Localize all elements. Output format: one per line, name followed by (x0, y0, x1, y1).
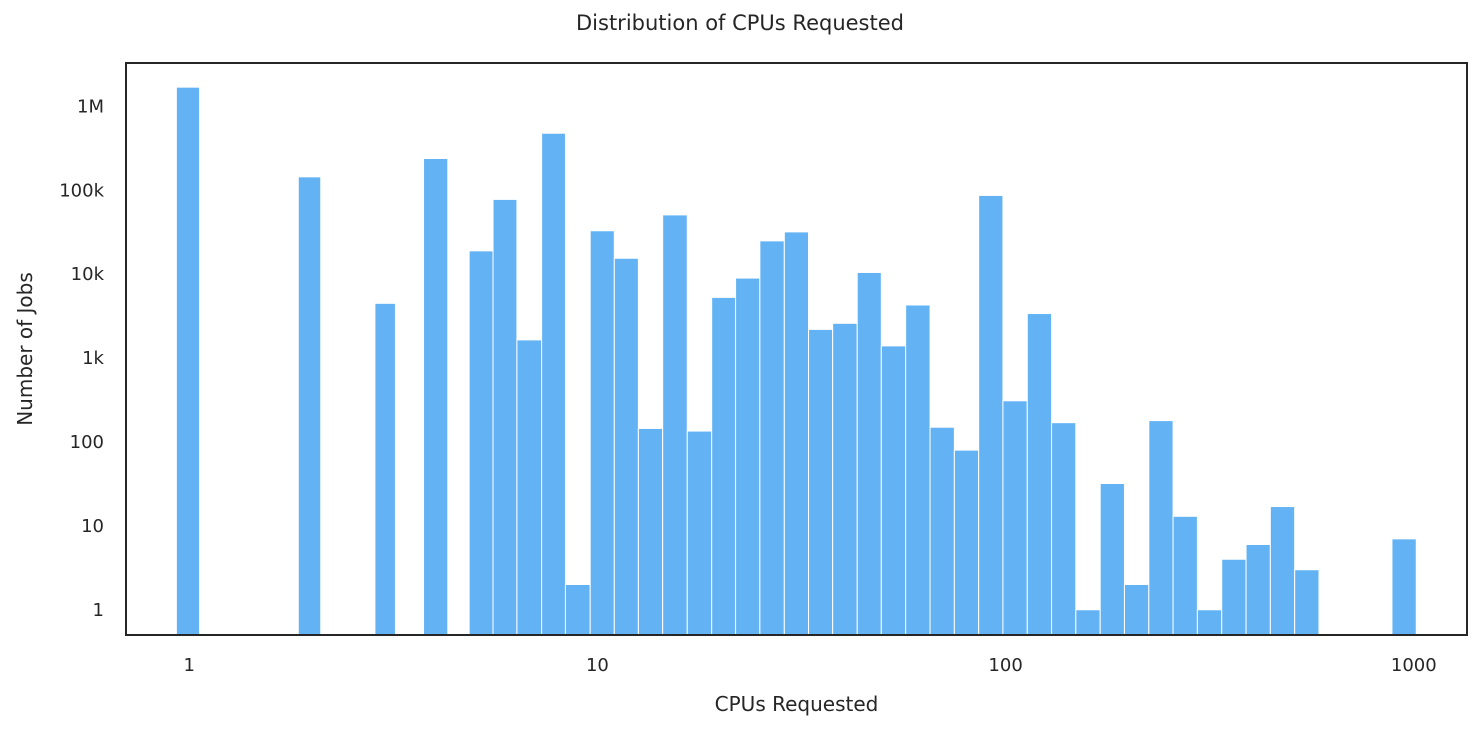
histogram-bar (686, 430, 713, 636)
histogram-bar (492, 198, 518, 636)
histogram-bar (1075, 609, 1101, 636)
histogram-bar (564, 584, 591, 636)
histogram-bar (541, 132, 566, 636)
histogram-bar (297, 176, 322, 636)
histogram-bar (856, 271, 882, 636)
histogram-bar (374, 302, 396, 636)
x-tick-label: 1000 (1391, 655, 1437, 676)
histogram-bar (1196, 609, 1223, 636)
histogram-bar (516, 339, 543, 636)
y-axis-ticks: 1 10 100 1k 10k 100k 1M (59, 96, 104, 620)
y-tick-label: 10k (71, 264, 105, 285)
histogram-bar (1294, 569, 1320, 636)
histogram-bar (589, 230, 615, 636)
x-tick-label: 10 (586, 655, 609, 676)
histogram-bar (662, 214, 688, 636)
histogram-bar (953, 449, 980, 636)
histogram-bar (759, 240, 785, 636)
x-axis-ticks: 1 10 100 1000 (184, 655, 1437, 676)
histogram-bar (468, 250, 494, 636)
histogram-bar (1148, 420, 1174, 636)
histogram-bar (808, 328, 834, 636)
histogram-bar (711, 296, 737, 636)
histogram-bar (905, 304, 931, 636)
y-tick-label: 1M (77, 96, 104, 117)
x-axis-label: CPUs Requested (715, 692, 879, 716)
histogram-bar (613, 257, 639, 636)
histogram-bar (783, 231, 810, 636)
histogram-bar (735, 277, 761, 636)
histogram-bar (832, 322, 858, 636)
histogram-bar (1221, 558, 1247, 636)
histogram-bar (1391, 538, 1417, 636)
x-tick-label: 1 (184, 655, 195, 676)
histogram-bar (1051, 422, 1077, 636)
histogram-bar (1269, 506, 1296, 636)
histogram-bar (880, 345, 907, 636)
plot-frame (125, 62, 1468, 636)
y-tick-label: 1 (93, 600, 104, 621)
y-tick-label: 100k (59, 180, 104, 201)
histogram-bar (423, 157, 449, 636)
y-tick-label: 100 (70, 432, 104, 453)
y-tick-label: 10 (81, 516, 104, 537)
histogram-bar (1002, 400, 1028, 636)
y-tick-label: 1k (82, 348, 104, 369)
histogram-bar (978, 194, 1004, 636)
histogram-bar (175, 86, 201, 636)
chart-title: Distribution of CPUs Requested (576, 11, 904, 35)
x-tick-label: 100 (988, 655, 1022, 676)
histogram-bar (1172, 515, 1198, 636)
histogram-bar (1123, 584, 1150, 636)
y-axis-label: Number of Jobs (13, 272, 37, 426)
histogram-bar (637, 427, 664, 636)
histogram-bar (1026, 313, 1053, 636)
histogram-bar (1245, 543, 1271, 636)
histogram-bar (1099, 483, 1125, 636)
histogram-bar (929, 426, 955, 636)
bars-layer (175, 86, 1417, 636)
